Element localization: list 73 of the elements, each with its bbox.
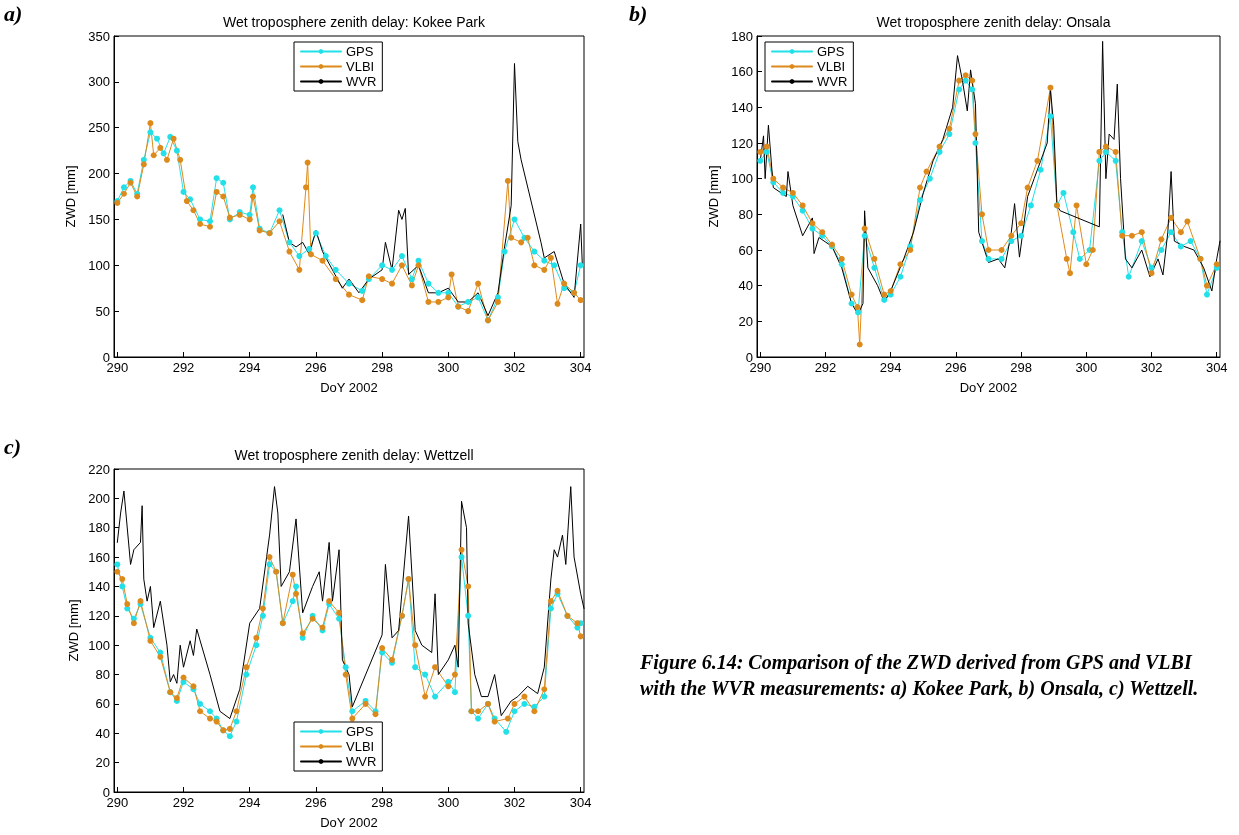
x-tick-label: 290	[106, 795, 129, 810]
legend-label: GPS	[346, 44, 374, 59]
legend-label: GPS	[817, 44, 845, 59]
y-tick-label: 180	[88, 520, 110, 536]
x-tick-label: 298	[371, 795, 393, 810]
y-tick-label: 120	[88, 608, 110, 624]
legend-label: VLBI	[346, 59, 375, 74]
y-tick-label: 100	[731, 171, 753, 187]
y-tick-label: 250	[88, 120, 110, 136]
x-tick-label: 294	[879, 360, 902, 375]
legend-label: WVR	[817, 74, 848, 89]
x-tick-label: 292	[172, 360, 195, 375]
x-tick-label: 302	[503, 795, 526, 810]
y-tick-label: 20	[738, 313, 753, 329]
x-tick-label: 294	[238, 360, 261, 375]
y-tick-label: 60	[95, 696, 110, 712]
text: c)	[4, 433, 22, 459]
legend-label: VLBI	[817, 59, 846, 74]
x-tick-label: 296	[305, 360, 327, 375]
y-tick-label: 40	[738, 278, 753, 294]
x-tick-label: 296	[305, 795, 327, 810]
x-tick-label: 298	[371, 360, 393, 375]
y-tick-label: 160	[88, 549, 110, 565]
y-tick-label: 20	[95, 755, 110, 771]
y-tick-label: 80	[95, 667, 110, 683]
y-tick-label: 50	[95, 303, 110, 319]
y-tick-label: 60	[738, 242, 753, 258]
y-tick-label: 120	[731, 135, 753, 151]
legend-label: GPS	[346, 724, 374, 739]
y-axis-title: ZWD [mm]	[66, 599, 81, 662]
legend-label: VLBI	[346, 739, 375, 754]
x-tick-label: 304	[569, 795, 592, 810]
y-tick-label: 200	[88, 490, 110, 506]
y-axis-title: ZWD [mm]	[706, 165, 722, 228]
y-tick-label: 180	[731, 28, 753, 44]
x-tick-label: 300	[1075, 360, 1098, 375]
chart-title: Wet troposphere zenith delay: Kokee Park	[222, 14, 486, 30]
y-tick-label: 160	[731, 64, 753, 80]
x-tick-label: 298	[1010, 360, 1032, 375]
chart-title: Wet troposphere zenith delay: Onsala	[876, 14, 1111, 30]
text: a)	[4, 0, 23, 26]
x-tick-label: 302	[503, 360, 526, 375]
y-tick-label: 100	[88, 257, 110, 273]
legend-label: WVR	[346, 74, 377, 89]
y-tick-label: 80	[738, 206, 753, 222]
y-tick-label: 300	[88, 74, 110, 90]
y-tick-label: 140	[731, 99, 753, 115]
text: b)	[629, 0, 648, 26]
legend-label: WVR	[346, 754, 377, 769]
x-tick-label: 304	[1205, 360, 1228, 375]
x-tick-label: 292	[814, 360, 837, 375]
x-tick-label: 290	[106, 360, 129, 375]
y-tick-label: 200	[88, 166, 110, 182]
x-tick-label: 290	[749, 360, 772, 375]
y-tick-label: 350	[88, 28, 110, 44]
x-axis-title: DoY 2002	[320, 815, 378, 830]
chart-title: Wet troposphere zenith delay: Wettzell	[234, 447, 474, 463]
x-tick-label: 302	[1140, 360, 1163, 375]
x-tick-label: 296	[945, 360, 967, 375]
x-tick-label: 294	[238, 795, 261, 810]
caption: Figure 6.14: Comparison of the ZWD derived from GPS and VLBI with the WVR measurements: a) Kokee Park, b) Onsala, c) Wettzell.	[639, 651, 1199, 700]
x-tick-label: 300	[437, 360, 460, 375]
x-tick-label: 300	[437, 795, 460, 810]
x-axis-title: DoY 2002	[320, 380, 378, 395]
y-tick-label: 140	[88, 578, 110, 594]
y-tick-label: 100	[88, 637, 110, 653]
y-tick-label: 150	[88, 211, 110, 227]
y-tick-label: 220	[88, 461, 110, 477]
y-tick-label: 40	[95, 725, 110, 741]
x-tick-label: 292	[172, 795, 195, 810]
x-axis-title: DoY 2002	[959, 380, 1018, 395]
y-axis-title: ZWD [mm]	[63, 165, 79, 228]
x-tick-label: 304	[569, 360, 592, 375]
